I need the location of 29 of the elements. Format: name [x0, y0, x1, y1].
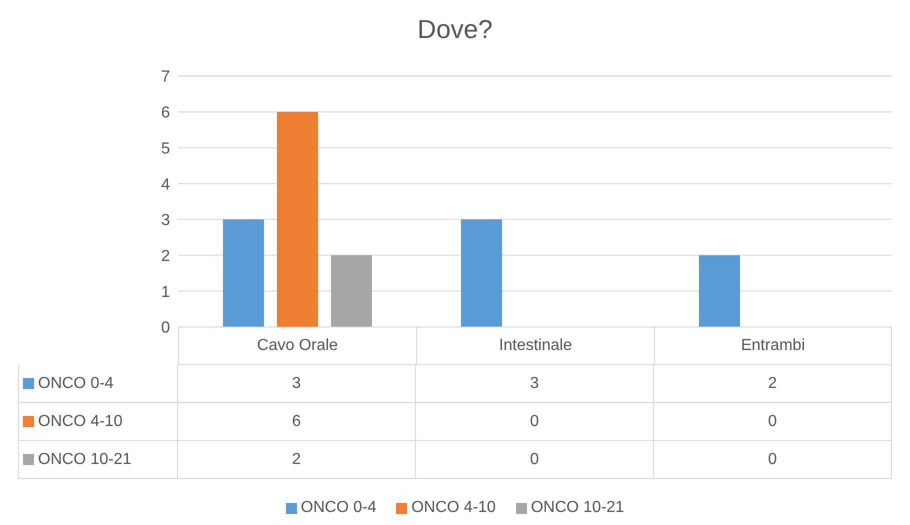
chart-title: Dove? [416, 14, 494, 45]
x-tick-label: Cavo Orale [178, 327, 416, 365]
y-tick-label: 0 [161, 320, 170, 337]
legend-label: ONCO 4-10 [18, 403, 178, 441]
y-tick-label: 2 [161, 248, 170, 265]
y-tick-label: 1 [161, 284, 170, 301]
y-tick-label: 6 [161, 104, 170, 122]
data-label: 2 [654, 365, 892, 403]
data-label: 0 [416, 403, 654, 441]
text: ONCO 10-21 [38, 450, 132, 468]
data-label: 0 [654, 441, 892, 479]
bar [277, 112, 318, 327]
bar [699, 255, 740, 327]
bar [223, 219, 264, 327]
y-tick-label: 3 [161, 212, 170, 230]
x-tick-label: Intestinale [416, 327, 654, 365]
y-tick-label: 5 [161, 140, 170, 158]
data-label: 0 [416, 441, 654, 479]
bar [461, 219, 502, 327]
data-label: 3 [416, 365, 654, 403]
legend-label: ONCO 0-4 [18, 365, 178, 403]
text: ONCO 4-10 [411, 499, 496, 516]
y-tick-label: 4 [161, 176, 170, 194]
y-tick-label: 7 [161, 68, 170, 86]
text: ONCO 0-4 [300, 499, 376, 516]
x-tick-label: Entrambi [654, 327, 892, 365]
data-label: 0 [654, 403, 892, 441]
legend-label: ONCO 10-21 [530, 499, 624, 517]
bar [331, 255, 372, 327]
